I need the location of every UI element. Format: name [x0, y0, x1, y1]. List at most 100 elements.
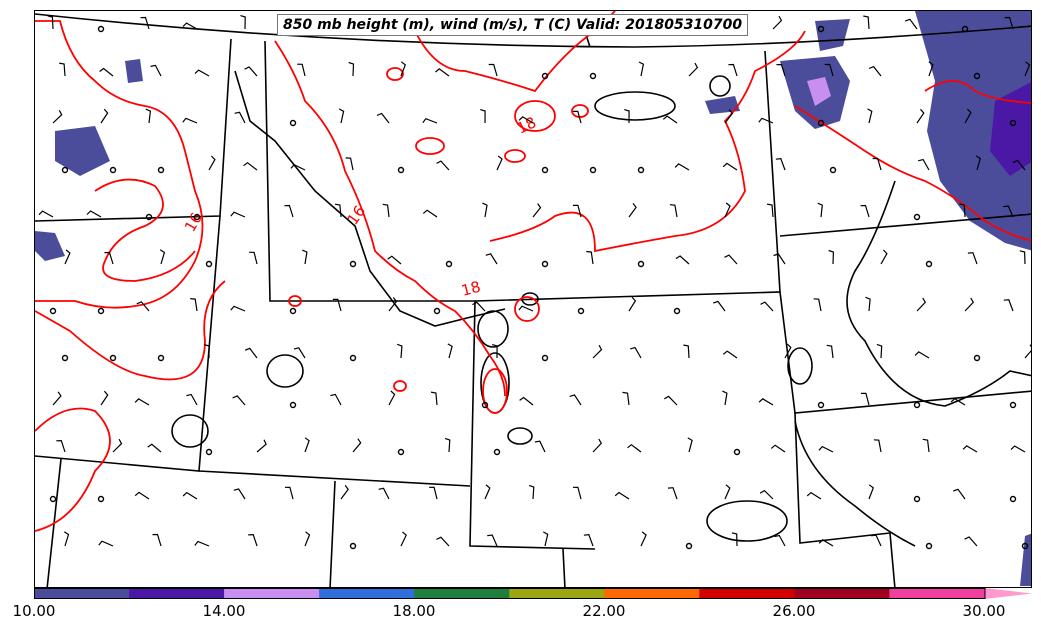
wind-barb	[728, 63, 738, 77]
wind-barb	[159, 249, 166, 265]
wind-barb	[572, 204, 582, 218]
calm-marker	[541, 166, 549, 174]
calm-marker	[1021, 542, 1029, 550]
calm-marker	[913, 495, 921, 503]
wind-barb	[290, 163, 306, 171]
wind-barb	[436, 536, 450, 547]
wind-barb	[485, 253, 498, 265]
calm-marker	[397, 448, 405, 456]
calm-marker	[289, 401, 297, 409]
wind-barb	[773, 253, 786, 265]
colorbar-tick-label: 26.00	[772, 602, 816, 620]
wind-barb	[230, 211, 246, 218]
wind-barb	[98, 540, 114, 547]
wind-barb	[480, 109, 486, 124]
wind-barb	[56, 439, 66, 453]
wind-barb	[964, 536, 978, 547]
wind-barb	[776, 63, 786, 77]
calm-marker	[157, 166, 165, 174]
wind-barb	[712, 300, 726, 312]
calm-marker	[685, 542, 693, 550]
colorbar-tick-label: 18.00	[392, 602, 436, 620]
wind-barb	[152, 533, 162, 547]
wind-barb	[376, 112, 390, 124]
wind-barb	[687, 437, 693, 453]
calm-marker	[61, 166, 69, 174]
calm-marker	[817, 401, 825, 409]
wind-barb	[583, 534, 594, 547]
wind-barb	[630, 346, 642, 359]
wind-barb	[572, 486, 582, 500]
wind-barb	[182, 117, 198, 124]
calm-marker	[49, 495, 57, 503]
colorbar-segment	[889, 588, 985, 599]
wind-barb	[330, 393, 342, 406]
wind-barb	[387, 255, 402, 265]
wind-barb	[99, 67, 114, 77]
wind-barb	[592, 344, 603, 359]
shaded-field	[35, 11, 1031, 586]
wind-barb	[772, 15, 783, 30]
wind-barb	[340, 485, 349, 500]
wind-barb	[248, 533, 258, 547]
wind-barb	[388, 390, 396, 406]
wind-barb	[586, 250, 594, 265]
calm-marker	[205, 448, 213, 456]
wind-barb	[828, 249, 835, 265]
wind-barb	[904, 18, 918, 30]
calm-marker	[925, 542, 933, 550]
wind-barb	[760, 301, 774, 312]
wind-barb	[953, 488, 966, 500]
wind-barb	[572, 110, 582, 124]
wind-barb	[770, 444, 786, 453]
wind-barb	[234, 111, 246, 124]
wind-barbs	[38, 14, 1031, 547]
calm-marker	[193, 213, 201, 221]
height-contours	[171, 70, 1031, 547]
wind-barb	[244, 66, 258, 77]
wind-barb	[204, 344, 210, 359]
colorbar-tick-label: 10.00	[12, 602, 56, 620]
wind-barb	[284, 204, 294, 218]
wind-barb	[528, 484, 535, 500]
wind-barb	[104, 251, 114, 265]
wind-barb	[638, 61, 645, 77]
wind-barb	[724, 484, 731, 500]
wind-barb	[472, 301, 486, 312]
wind-barb	[724, 202, 731, 218]
wind-barb	[860, 392, 870, 406]
calm-marker	[733, 448, 741, 456]
colorbar-segment	[34, 588, 130, 599]
wind-barb	[592, 438, 603, 453]
wind-barb	[868, 65, 882, 77]
calm-marker	[913, 213, 921, 221]
wind-barb	[208, 155, 216, 171]
colorbar-segment	[794, 588, 890, 599]
wind-barb	[627, 443, 642, 453]
calm-marker	[49, 307, 57, 315]
wind-barb	[683, 344, 690, 359]
wind-barb	[962, 445, 978, 453]
wind-barb	[422, 209, 438, 218]
calm-marker	[493, 448, 501, 456]
colorbar-segment	[699, 588, 795, 599]
calm-marker	[973, 72, 981, 80]
wind-barb	[249, 251, 258, 265]
wind-barb	[482, 202, 488, 218]
wind-barb	[86, 210, 102, 218]
wind-barb	[436, 160, 450, 171]
map-canvas: 18 16 18 16	[35, 11, 1031, 587]
wind-barb	[628, 203, 637, 218]
wind-barb	[518, 305, 534, 312]
wind-barb	[182, 22, 198, 30]
wind-barb	[731, 532, 738, 547]
calm-marker	[97, 307, 105, 315]
wind-barb	[624, 109, 630, 124]
wind-barb	[302, 249, 308, 265]
wind-barb	[628, 296, 637, 312]
wind-barb	[488, 63, 498, 77]
wind-barb	[382, 203, 390, 218]
wind-barb	[916, 297, 927, 312]
wind-barb	[863, 15, 870, 30]
wind-barb	[622, 391, 630, 406]
